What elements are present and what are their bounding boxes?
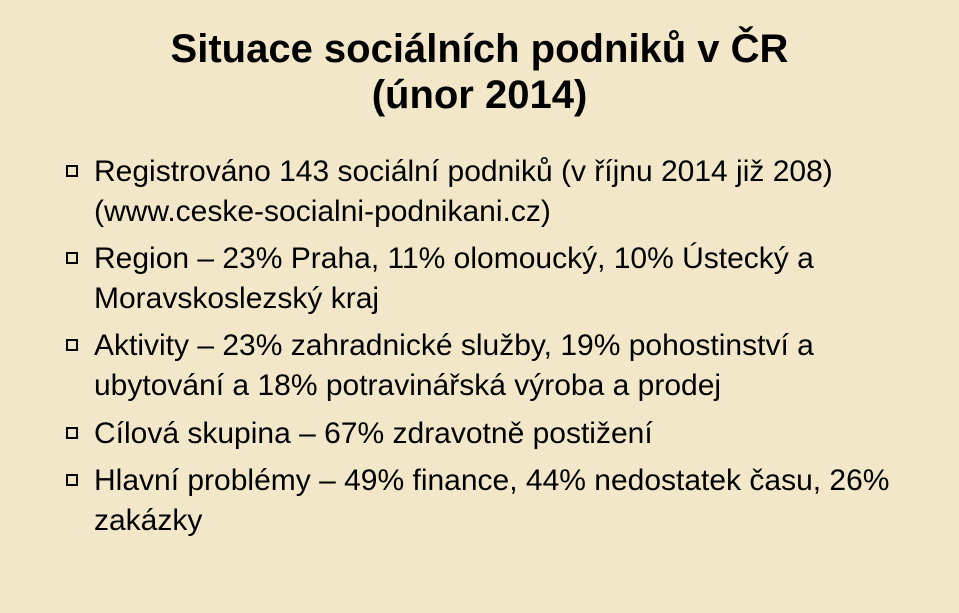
bullet-text: Registrováno 143 sociální podniků (v říj… [94,155,833,228]
bullet-item: Cílová skupina – 67% zdravotně postižení [60,414,899,454]
title-line-1: Situace sociálních podniků v ČR [60,26,899,72]
bullet-item: Registrováno 143 sociální podniků (v říj… [60,152,899,231]
bullet-text: Cílová skupina – 67% zdravotně postižení [94,417,653,450]
bullet-text: Hlavní problémy – 49% finance, 44% nedos… [94,464,889,537]
bullet-text: Aktivity – 23% zahradnické služby, 19% p… [94,329,814,402]
bullet-item: Aktivity – 23% zahradnické služby, 19% p… [60,326,899,405]
bullet-list: Registrováno 143 sociální podniků (v říj… [60,152,899,540]
title-line-2: (únor 2014) [60,72,899,118]
bullet-item: Region – 23% Praha, 11% olomoucký, 10% Ú… [60,239,899,318]
bullet-text: Region – 23% Praha, 11% olomoucký, 10% Ú… [94,242,814,315]
slide-title: Situace sociálních podniků v ČR (únor 20… [60,26,899,118]
bullet-item: Hlavní problémy – 49% finance, 44% nedos… [60,461,899,540]
